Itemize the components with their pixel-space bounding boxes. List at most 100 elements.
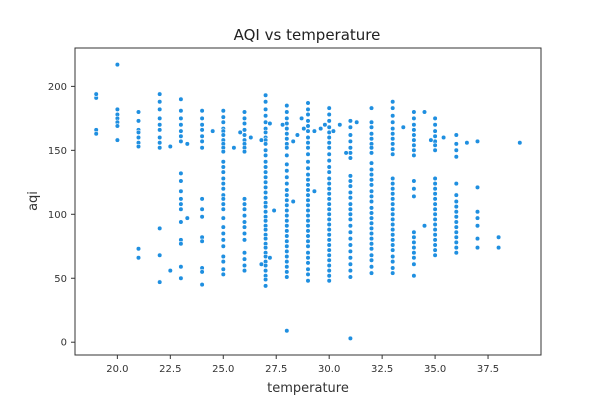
data-point bbox=[347, 211, 354, 217]
data-point bbox=[305, 228, 311, 234]
data-point bbox=[411, 127, 417, 133]
data-point bbox=[411, 261, 417, 267]
data-point bbox=[263, 262, 269, 269]
data-point bbox=[411, 147, 417, 153]
data-point bbox=[271, 207, 277, 214]
data-point bbox=[347, 155, 354, 161]
data-point bbox=[368, 264, 375, 270]
data-point bbox=[263, 268, 269, 274]
data-point bbox=[347, 248, 354, 254]
data-point bbox=[326, 216, 332, 222]
data-point bbox=[368, 193, 375, 199]
data-point bbox=[284, 328, 290, 334]
data-point bbox=[347, 229, 354, 235]
data-point bbox=[326, 257, 332, 263]
data-point bbox=[199, 214, 205, 220]
data-point bbox=[263, 99, 269, 105]
data-point bbox=[157, 145, 163, 151]
data-point bbox=[347, 216, 354, 222]
x-tick-label: 27.5 bbox=[265, 364, 287, 375]
data-point bbox=[411, 229, 417, 235]
data-point bbox=[453, 198, 459, 205]
data-point bbox=[411, 109, 417, 115]
data-point bbox=[347, 236, 354, 242]
data-point bbox=[284, 202, 290, 208]
data-point bbox=[330, 128, 337, 134]
data-point bbox=[411, 137, 417, 143]
data-point bbox=[284, 269, 290, 275]
data-point bbox=[326, 175, 332, 182]
x-tick-label: 32.5 bbox=[371, 364, 393, 375]
data-point bbox=[368, 188, 375, 194]
data-point bbox=[347, 223, 354, 229]
data-point bbox=[178, 108, 184, 114]
data-point bbox=[220, 159, 226, 165]
data-point bbox=[432, 186, 438, 192]
data-point bbox=[284, 223, 290, 229]
data-point bbox=[263, 147, 269, 153]
data-point bbox=[305, 165, 311, 171]
data-point bbox=[284, 243, 290, 249]
data-point bbox=[453, 219, 459, 225]
data-point bbox=[368, 246, 375, 252]
data-point bbox=[284, 248, 290, 254]
data-point bbox=[135, 118, 142, 124]
data-point bbox=[368, 136, 375, 142]
data-point bbox=[326, 206, 332, 212]
x-tick-label: 20.0 bbox=[106, 364, 128, 375]
data-point bbox=[305, 218, 311, 224]
data-point bbox=[290, 198, 296, 205]
data-point bbox=[368, 177, 375, 183]
data-point bbox=[258, 261, 265, 267]
data-point bbox=[347, 335, 354, 342]
data-point bbox=[347, 183, 354, 189]
data-point bbox=[368, 225, 375, 231]
data-point bbox=[474, 236, 481, 242]
data-point bbox=[474, 215, 481, 221]
data-point bbox=[354, 119, 360, 125]
y-tick-label: 150 bbox=[48, 146, 67, 157]
data-point bbox=[263, 174, 269, 180]
data-point bbox=[432, 128, 438, 134]
data-point bbox=[220, 181, 226, 187]
data-point bbox=[284, 259, 290, 265]
data-point bbox=[390, 119, 396, 125]
data-point bbox=[305, 233, 311, 239]
data-point bbox=[263, 106, 269, 112]
data-point bbox=[220, 237, 226, 243]
data-point bbox=[167, 268, 173, 274]
data-point bbox=[305, 202, 311, 208]
data-point bbox=[220, 149, 226, 155]
chart-title: AQI vs temperature bbox=[234, 26, 381, 44]
data-point bbox=[411, 193, 417, 199]
data-point bbox=[368, 124, 375, 130]
data-point bbox=[241, 268, 248, 274]
data-point bbox=[326, 118, 332, 124]
data-point bbox=[284, 253, 290, 260]
data-point bbox=[347, 118, 354, 124]
data-point bbox=[135, 134, 142, 141]
data-point bbox=[421, 109, 428, 115]
data-point bbox=[114, 61, 120, 68]
data-point bbox=[326, 227, 332, 233]
data-point bbox=[305, 106, 311, 112]
data-point bbox=[220, 175, 226, 182]
data-point bbox=[390, 253, 396, 260]
data-point bbox=[390, 227, 396, 233]
data-point bbox=[347, 268, 354, 274]
data-point bbox=[326, 124, 332, 130]
data-point bbox=[241, 120, 248, 127]
data-point bbox=[411, 186, 417, 192]
data-point bbox=[305, 223, 311, 229]
data-point bbox=[241, 127, 248, 133]
data-point bbox=[390, 196, 396, 202]
data-point bbox=[220, 119, 226, 125]
data-point bbox=[347, 173, 354, 179]
data-point bbox=[326, 169, 332, 175]
x-tick-label: 22.5 bbox=[159, 364, 181, 375]
data-point bbox=[305, 278, 311, 284]
data-point bbox=[474, 184, 481, 190]
data-point bbox=[263, 152, 269, 158]
data-point bbox=[326, 242, 332, 248]
x-tick-label: 35.0 bbox=[424, 364, 446, 375]
